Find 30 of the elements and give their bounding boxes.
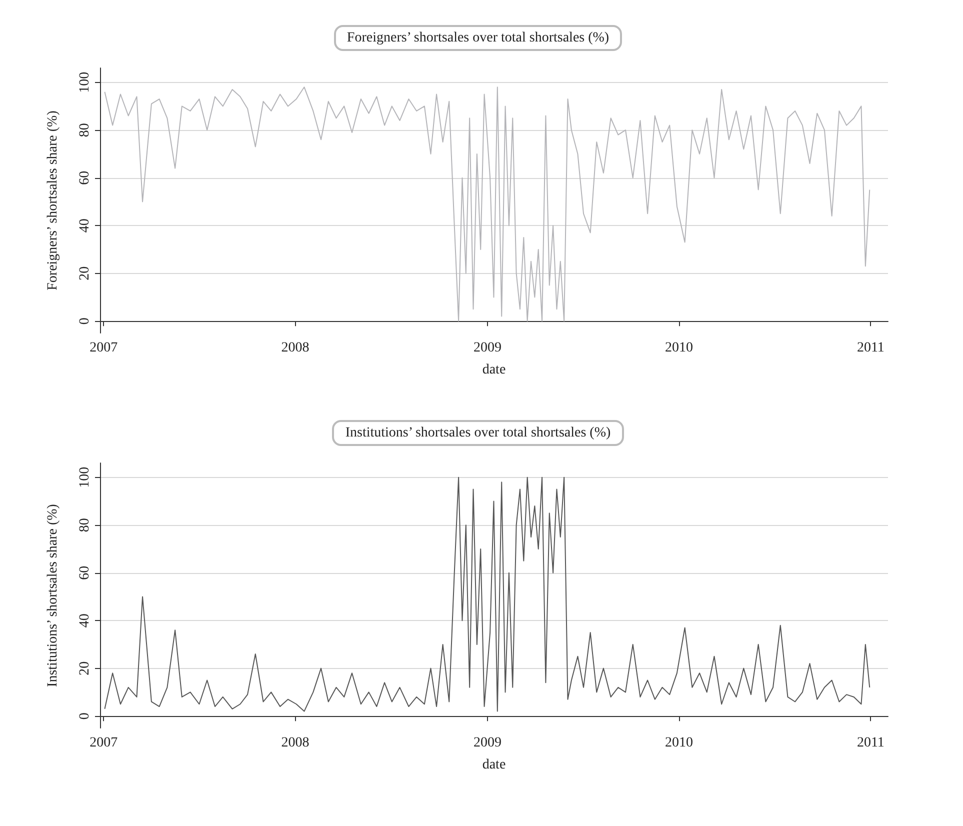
chart-title: Foreigners’ shortsales over total shortsales (%)	[346, 30, 610, 46]
y-tick-label: 100	[78, 72, 92, 93]
y-tick-label: 100	[78, 466, 92, 488]
y-tick-label: 40	[78, 614, 92, 628]
y-tick-label: 0	[78, 712, 92, 720]
x-tick-label: 2007	[90, 340, 118, 356]
y-tick-label: 0	[78, 318, 92, 325]
x-tick-label: 2008	[281, 736, 310, 750]
chart-title: Institutions’ shortsales over total shortsales (%)	[345, 426, 611, 440]
x-axis-title: date	[482, 362, 506, 378]
y-tick-label: 20	[78, 661, 92, 676]
x-tick-label: 2011	[856, 736, 884, 750]
line-series	[104, 86, 870, 322]
y-tick-label: 40	[78, 218, 92, 233]
line-series	[104, 476, 870, 712]
y-tick-label: 80	[78, 518, 92, 532]
x-tick-label: 2007	[90, 736, 118, 750]
y-axis-title: Foreigners’ shortsales share (%)	[46, 110, 60, 290]
x-tick-label: 2009	[473, 736, 502, 750]
x-tick-label: 2008	[281, 340, 310, 356]
y-axis-title: Institutions’ shortsales share (%)	[46, 504, 60, 687]
x-tick-label: 2010	[665, 736, 694, 750]
x-tick-label: 2010	[665, 340, 694, 356]
y-tick-label: 60	[78, 170, 92, 185]
y-tick-label: 80	[78, 123, 92, 138]
x-axis-title: date	[482, 758, 506, 772]
y-tick-label: 20	[78, 266, 92, 280]
x-tick-label: 2011	[856, 340, 884, 356]
x-tick-label: 2009	[473, 340, 502, 356]
y-tick-label: 60	[78, 566, 92, 580]
